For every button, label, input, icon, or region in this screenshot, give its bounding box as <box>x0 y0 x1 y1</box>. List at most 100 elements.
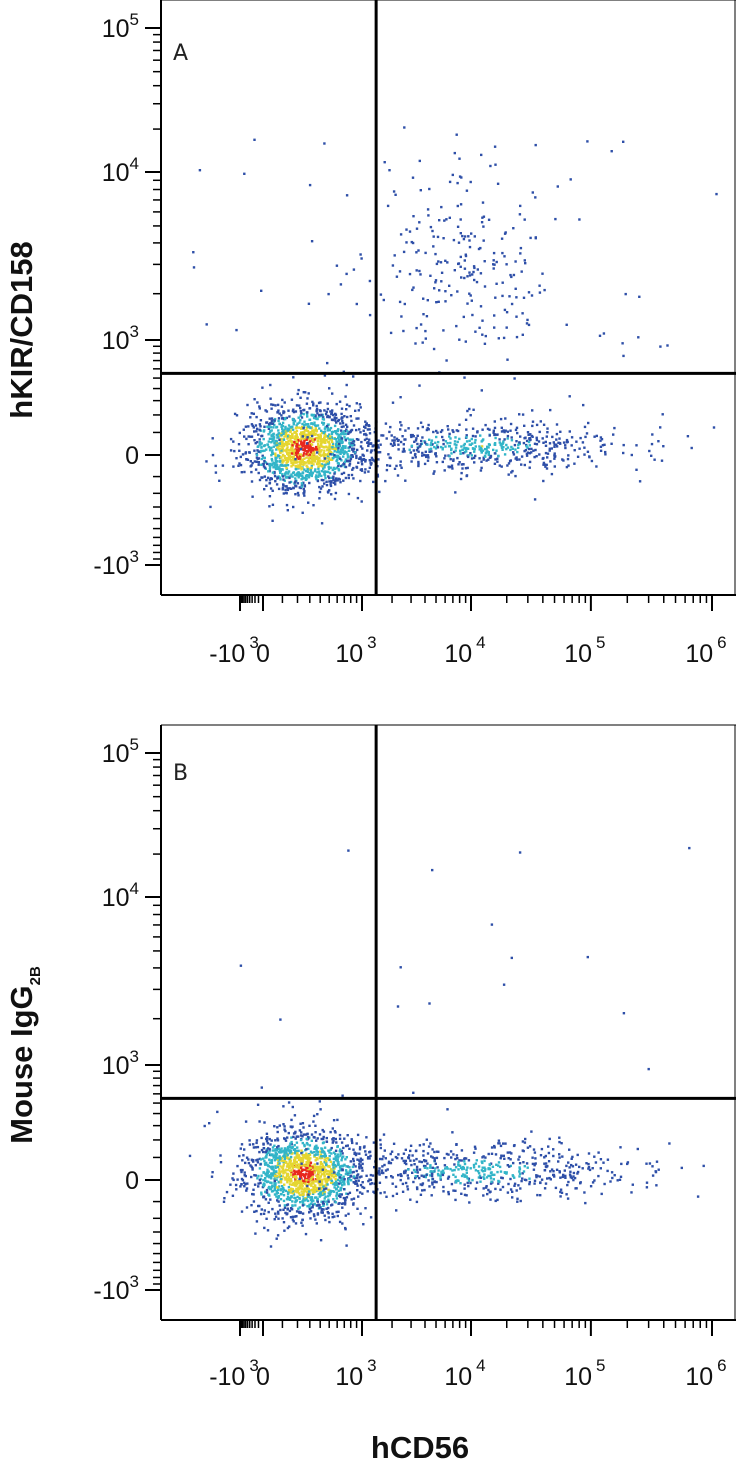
event-point <box>402 1152 406 1155</box>
event-point <box>485 459 488 462</box>
event-point <box>338 1137 342 1140</box>
event-point <box>568 395 571 398</box>
event-point <box>316 1213 320 1216</box>
event-point <box>599 449 603 452</box>
event-point <box>301 471 305 475</box>
event-point <box>360 460 363 463</box>
event-point <box>330 1204 333 1207</box>
event-point <box>300 416 304 419</box>
event-point <box>637 336 640 339</box>
event-point <box>316 440 319 443</box>
event-point <box>523 1165 526 1168</box>
event-point <box>306 430 310 433</box>
event-point <box>255 430 258 433</box>
event-point <box>366 1190 369 1193</box>
event-point <box>292 486 295 490</box>
event-point <box>518 1172 522 1175</box>
event-point <box>298 1129 302 1132</box>
event-point <box>512 227 515 230</box>
event-point <box>402 1171 406 1175</box>
event-point <box>264 461 268 464</box>
event-point <box>315 1156 318 1160</box>
event-point <box>300 1131 303 1134</box>
event-point <box>453 151 456 155</box>
event-point <box>657 440 660 443</box>
event-point <box>377 451 380 454</box>
event-point <box>312 404 315 407</box>
event-point <box>337 418 341 422</box>
data-points <box>192 126 718 525</box>
event-point <box>358 1165 361 1168</box>
event-point <box>315 429 318 432</box>
event-point <box>261 434 264 438</box>
event-point <box>459 218 462 221</box>
event-point <box>433 1167 437 1170</box>
event-point <box>480 466 483 470</box>
y-tick-label: 0 <box>125 442 139 470</box>
event-point <box>269 426 273 429</box>
event-point <box>343 1199 347 1202</box>
event-point <box>599 445 603 448</box>
event-point <box>411 176 415 179</box>
event-point <box>495 1163 498 1166</box>
event-point <box>273 1174 277 1178</box>
event-point <box>436 446 440 449</box>
event-point <box>340 1202 344 1205</box>
event-point <box>271 1174 274 1177</box>
event-point <box>322 1208 325 1211</box>
event-point <box>483 1177 486 1180</box>
event-point <box>409 1144 413 1147</box>
event-point <box>445 1152 449 1156</box>
event-point <box>345 1192 348 1195</box>
event-point <box>327 491 330 494</box>
event-point <box>526 446 529 449</box>
event-point <box>316 457 319 460</box>
event-point <box>304 436 308 439</box>
event-point <box>461 448 464 451</box>
event-point <box>404 1159 407 1163</box>
event-point <box>348 442 351 445</box>
event-point <box>329 435 332 438</box>
event-point <box>473 461 476 464</box>
event-point <box>357 1179 360 1182</box>
event-point <box>305 428 308 432</box>
event-point <box>468 292 471 295</box>
event-point <box>283 457 287 460</box>
event-point <box>323 1161 326 1164</box>
event-point <box>318 1187 321 1190</box>
event-point <box>383 1191 386 1194</box>
event-point <box>285 1165 289 1168</box>
event-point <box>310 474 313 478</box>
event-point <box>284 432 288 435</box>
event-point <box>456 181 459 185</box>
event-point <box>555 438 558 441</box>
event-point <box>352 1163 356 1166</box>
event-point <box>349 443 352 446</box>
event-point <box>339 481 342 484</box>
event-point <box>214 471 218 474</box>
event-point <box>276 1165 279 1169</box>
event-point <box>347 1171 350 1175</box>
event-point <box>330 458 334 461</box>
event-point <box>241 453 245 456</box>
event-point <box>483 1159 486 1163</box>
event-point <box>408 1154 411 1157</box>
event-point <box>552 1148 555 1151</box>
event-point <box>327 1188 330 1192</box>
event-point <box>463 1162 467 1166</box>
event-point <box>502 430 505 433</box>
event-point <box>319 437 322 440</box>
event-point <box>308 1158 311 1161</box>
event-point <box>546 1164 549 1168</box>
event-point <box>237 443 241 446</box>
event-point <box>302 492 305 495</box>
event-point <box>435 435 438 439</box>
event-point <box>350 1171 354 1174</box>
event-point <box>286 437 289 440</box>
event-point <box>323 1173 326 1176</box>
event-point <box>334 483 337 486</box>
event-point <box>489 164 492 168</box>
event-point <box>350 419 353 423</box>
event-point <box>348 464 351 467</box>
event-point <box>523 1178 527 1181</box>
